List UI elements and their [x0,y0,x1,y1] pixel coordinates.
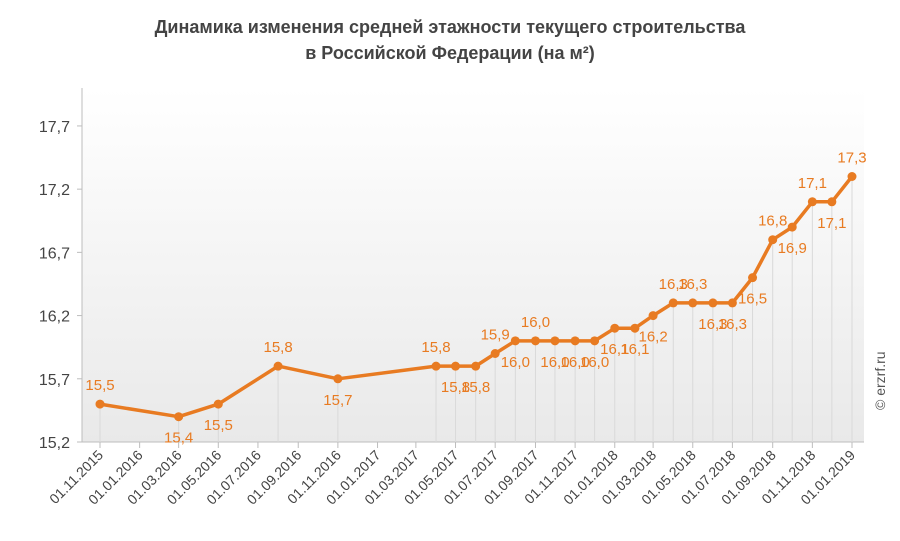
data-label: 16,0 [540,354,569,371]
data-label: 15,8 [441,379,470,396]
watermark-text: © erzrf.ru [872,351,888,410]
chart-title: Динамика изменения средней этажности тек… [0,14,900,66]
data-label: 16,0 [501,354,530,371]
y-tick-label: 17,2 [39,182,70,199]
data-label: 17,1 [817,215,846,232]
data-point [95,399,105,409]
data-point [827,197,837,207]
y-tick-label: 17,7 [39,119,70,136]
data-point [630,323,640,333]
data-label: 15,7 [323,392,352,409]
data-point [333,374,343,384]
data-label: 17,1 [798,175,827,192]
data-label: 15,8 [421,339,450,356]
data-point [273,361,283,371]
data-point [748,273,758,283]
data-label: 15,8 [461,379,490,396]
data-label: 15,9 [481,327,510,344]
data-label: 15,5 [204,417,233,434]
data-label: 16,0 [580,354,609,371]
data-label: 16,0 [521,314,550,331]
data-label: 16,2 [639,329,668,346]
data-point [590,336,600,346]
data-label: 16,3 [659,276,688,293]
data-point [610,323,620,333]
data-label: 16,1 [600,341,629,358]
data-label: 17,3 [837,150,866,167]
data-point [510,336,520,346]
data-label: 15,5 [85,377,114,394]
data-point [451,361,461,371]
data-point [708,298,718,308]
chart-title-line-1: Динамика изменения средней этажности тек… [154,17,746,37]
y-tick-label: 16,7 [39,245,70,262]
y-tick-label: 15,2 [39,435,70,452]
data-point [431,361,441,371]
data-point [213,399,223,409]
plot-area [82,88,864,442]
data-label: 16,3 [678,276,707,293]
data-label: 16,0 [561,354,590,371]
data-point [471,361,481,371]
watermark: © erzrf.ru [872,351,892,430]
data-label: 15,4 [164,430,193,447]
data-point [530,336,540,346]
data-point [570,336,580,346]
data-point [174,412,184,422]
data-label: 16,8 [758,213,787,230]
data-label: 16,5 [738,291,767,308]
data-label: 16,9 [778,240,807,257]
data-label: 16,1 [620,341,649,358]
data-point [727,298,737,308]
data-point [807,197,817,207]
data-point [550,336,560,346]
data-point [490,349,500,358]
data-label: 16,3 [718,316,747,333]
data-point [668,298,678,308]
y-tick-label: 16,2 [39,309,70,326]
data-point [768,235,778,245]
data-point [847,172,857,181]
data-point [648,311,658,321]
data-point [688,298,698,308]
data-label: 15,8 [263,339,292,356]
data-label: 16,3 [698,316,727,333]
chart-title-line-2: в Российской Федерации (на м²) [305,43,595,63]
data-point [787,222,797,232]
y-tick-label: 15,7 [39,372,70,389]
